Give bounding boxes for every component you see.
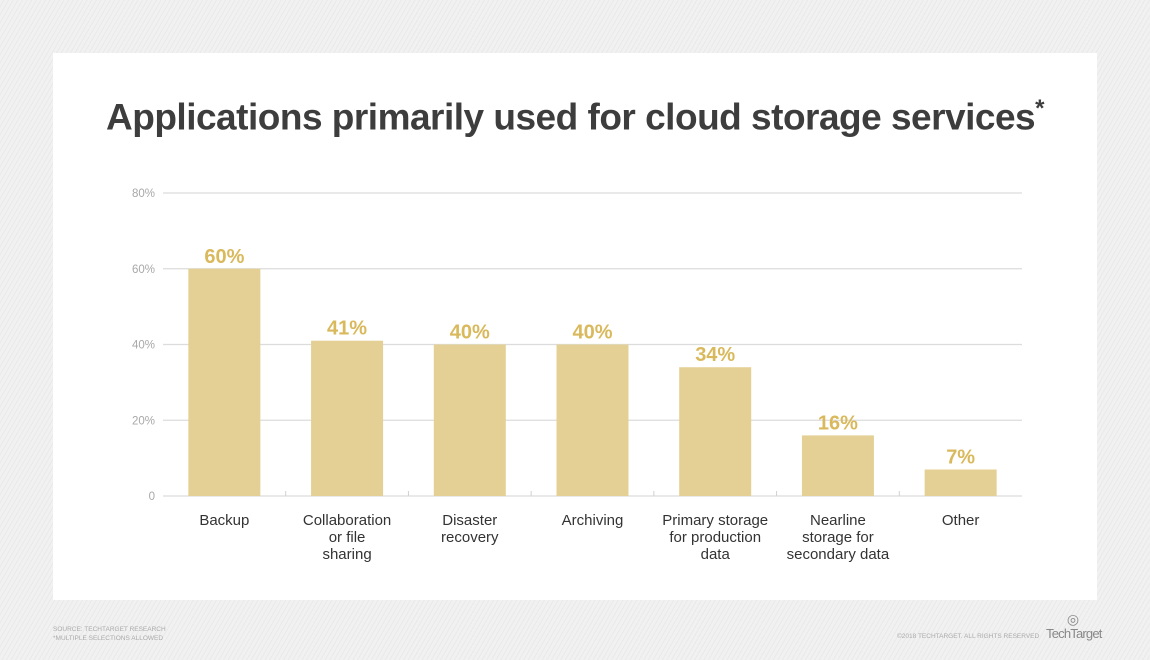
bar xyxy=(311,340,384,496)
x-tick-label: Disaster xyxy=(442,512,497,529)
y-tick-label: 80% xyxy=(132,188,155,200)
multiple-selection-note: *MULTIPLE SELECTIONS ALLOWED xyxy=(53,635,164,642)
techtarget-logo: ◎ TechTarget xyxy=(1046,611,1102,641)
data-label: 16% xyxy=(818,412,858,434)
chart-title: Applications primarily used for cloud st… xyxy=(106,95,1044,138)
bar xyxy=(188,268,261,496)
data-label: 41% xyxy=(327,318,367,340)
x-tick-label: Collaboration xyxy=(303,512,391,529)
y-tick-label: 60% xyxy=(132,264,155,276)
data-label: 60% xyxy=(204,246,244,268)
data-label: 34% xyxy=(695,344,735,366)
copyright: ©2018 TECHTARGET. ALL RIGHTS RESERVED xyxy=(897,633,1040,640)
bar xyxy=(924,469,997,496)
x-tick-label: Nearline xyxy=(810,512,866,529)
footer-notes: SOURCE: TECHTARGET RESEARCH *MULTIPLE SE… xyxy=(53,625,166,643)
x-tick-label: storage for xyxy=(802,529,874,546)
x-tick-label: Backup xyxy=(199,512,249,529)
bar xyxy=(556,344,629,496)
bar xyxy=(433,344,506,496)
x-tick-label: Other xyxy=(942,512,980,529)
y-tick-label: 0 xyxy=(149,491,155,503)
x-tick-label: for production xyxy=(669,529,761,546)
x-tick-label: sharing xyxy=(322,546,371,563)
x-tick-label: or file xyxy=(329,529,366,546)
data-label: 40% xyxy=(450,322,490,344)
x-tick-label: data xyxy=(701,546,731,563)
bar xyxy=(679,367,752,496)
data-label: 40% xyxy=(572,322,612,344)
bar xyxy=(801,435,874,496)
x-tick-label: recovery xyxy=(441,529,499,546)
eye-icon: ◎ xyxy=(1066,611,1080,627)
y-tick-label: 40% xyxy=(132,340,155,352)
source-note: SOURCE: TECHTARGET RESEARCH xyxy=(53,626,166,633)
y-tick-label: 20% xyxy=(132,415,155,427)
data-label: 7% xyxy=(946,446,975,468)
x-tick-label: Archiving xyxy=(562,512,624,529)
x-tick-label: secondary data xyxy=(787,546,890,563)
x-tick-label: Primary storage xyxy=(662,512,768,529)
